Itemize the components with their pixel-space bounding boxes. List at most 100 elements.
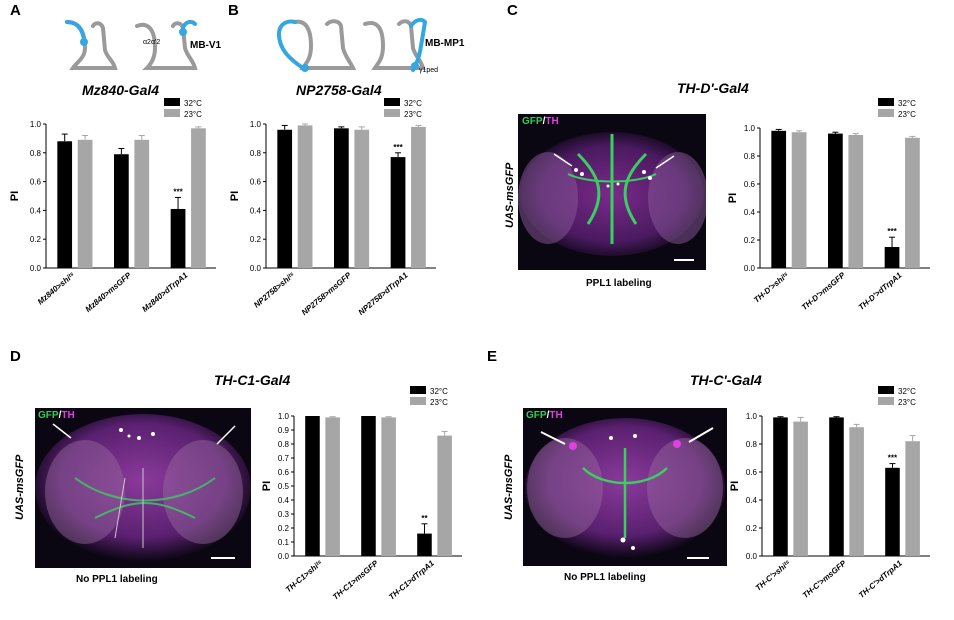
bar-a <box>57 141 73 268</box>
significance-label-c: *** <box>887 227 897 236</box>
y-tick-label-a: 0.6 <box>30 178 42 187</box>
x-tick-label-d: TH-C1>shiᵗˢ <box>284 558 325 594</box>
uas-label-d: UAS-msGFP <box>14 454 26 520</box>
x-tick-label-d: TH-C1>msGFP <box>331 558 380 601</box>
legend-swatch-c <box>878 109 894 117</box>
y-tick-label-d: 0.3 <box>278 510 290 519</box>
panel-letter-e: E <box>487 348 498 365</box>
y-tick-label-e: 1.0 <box>746 412 758 421</box>
y-tick-label-d: 0.6 <box>278 468 290 477</box>
y-tick-label-b: 1.0 <box>250 120 262 129</box>
stain-label-d: GFP/TH <box>38 410 75 421</box>
y-tick-label-e: 0.8 <box>746 440 758 449</box>
y-axis-label-a: PI <box>9 191 21 201</box>
bar-e <box>773 417 788 556</box>
x-tick-label-a: Mz840>shiᵗˢ <box>36 270 77 307</box>
x-tick-label-e: TH-C'>dTrpA1 <box>857 558 904 600</box>
bar-a <box>170 208 186 268</box>
legend-label-e: 23°C <box>898 398 916 407</box>
y-tick-label-a: 0.0 <box>30 264 42 273</box>
legend-swatch-b <box>384 98 400 106</box>
legend-label-c: 32°C <box>898 99 916 108</box>
stain-label-e: GFP/TH <box>526 410 563 421</box>
x-tick-label-b: NP2758>dTrpA1 <box>357 270 410 317</box>
y-tick-label-b: 0.6 <box>250 178 262 187</box>
schematic-a-label: MB-V1 <box>190 40 222 51</box>
y-tick-label-e: 0.0 <box>746 552 758 561</box>
legend-label-c: 23°C <box>898 110 916 119</box>
panel-letter-d: D <box>10 348 21 365</box>
legend-swatch-a <box>164 98 180 106</box>
schematic-b-sublabel: γ1ped <box>419 67 438 74</box>
title-a: Mz840-Gal4 <box>82 82 160 98</box>
legend-swatch-e <box>878 386 894 394</box>
bar-b <box>354 129 370 268</box>
micrograph-d <box>35 408 251 568</box>
y-tick-label-e: 0.6 <box>746 468 758 477</box>
legend-label-d: 32°C <box>430 387 448 396</box>
bar-chart-c: 0.0 0.2 0.4 0.6 0.8 1.0 PI TH-D'>shiᵗˢ TH-D'>msG… <box>727 98 930 312</box>
x-tick-label-a: Mz840>dTrpA1 <box>140 270 190 314</box>
bar-c <box>905 137 920 268</box>
y-tick-label-c: 0.2 <box>744 236 756 245</box>
y-tick-label-b: 0.2 <box>250 235 262 244</box>
y-tick-label-d: 0.0 <box>278 552 290 561</box>
bar-chart-a: 0.0 0.2 0.4 0.6 0.8 1.0 PI Mz840>shiᵗˢ Mz840>msG… <box>9 98 216 314</box>
x-tick-label-e: TH-C'>msGFP <box>801 558 848 600</box>
y-tick-label-d: 0.8 <box>278 440 290 449</box>
y-axis-label-b: PI <box>229 191 241 201</box>
bar-chart-b: 0.0 0.2 0.4 0.6 0.8 1.0 PI NP2758>shiᵗˢ NP2758>m… <box>229 98 436 317</box>
y-tick-label-c: 0.8 <box>744 152 756 161</box>
bar-e <box>885 467 900 556</box>
bar-c <box>771 130 787 268</box>
stain-sep-c: / <box>542 116 546 127</box>
legend-swatch-e <box>878 397 894 405</box>
y-tick-label-c: 0.4 <box>744 208 756 217</box>
bar-b <box>334 128 349 268</box>
stain-th-e: TH <box>549 410 563 421</box>
y-tick-label-a: 0.2 <box>30 235 42 244</box>
bar-c <box>848 135 864 268</box>
legend-label-e: 32°C <box>898 387 916 396</box>
bar-b <box>277 129 293 268</box>
micrograph-e <box>523 408 727 566</box>
stain-label-c: GFP/TH <box>522 116 559 127</box>
schematic-mb-mp1: MB-MP1 γ1ped <box>276 17 465 74</box>
stain-gfp-c: GFP <box>522 116 543 127</box>
y-tick-label-d: 0.5 <box>278 482 290 491</box>
legend-swatch-a <box>164 109 180 117</box>
caption-e: No PPL1 labeling <box>564 572 646 583</box>
y-tick-label-c: 0.6 <box>744 180 756 189</box>
legend-swatch-d <box>410 397 426 405</box>
title-b: NP2758-Gal4 <box>296 82 382 98</box>
caption-d: No PPL1 labeling <box>76 574 158 585</box>
legend-swatch-d <box>410 386 426 394</box>
y-tick-label-c: 1.0 <box>744 124 756 133</box>
legend-label-b: 23°C <box>404 110 422 119</box>
x-tick-label-c: TH-D'>shiᵗˢ <box>752 270 791 305</box>
bar-d <box>361 416 376 556</box>
y-axis-label-d: PI <box>261 481 273 491</box>
y-tick-label-e: 0.2 <box>746 524 758 533</box>
bar-c <box>828 133 843 268</box>
legend-label-b: 32°C <box>404 99 422 108</box>
bar-a <box>134 139 150 268</box>
bar-d <box>305 416 320 556</box>
bar-chart-d: 0.0 0.1 0.2 0.3 0.4 0.5 0.6 0.7 0.8 0.9 1.0 PI TH-C1… <box>261 386 462 602</box>
legend-label-d: 23°C <box>430 398 448 407</box>
legend-label-a: 23°C <box>184 110 202 119</box>
bar-chart-e: 0.0 0.2 0.4 0.6 0.8 1.0 PI TH-C'>shiᵗˢ TH-C'>msG… <box>729 386 930 600</box>
bar-b <box>411 126 426 268</box>
caption-c: PPL1 labeling <box>586 278 652 289</box>
bar-d <box>437 435 452 556</box>
y-tick-label-a: 1.0 <box>30 120 42 129</box>
y-tick-label-d: 0.1 <box>278 538 290 547</box>
y-tick-label-a: 0.8 <box>30 149 42 158</box>
uas-label-e: UAS-msGFP <box>503 454 515 520</box>
y-tick-label-b: 0.4 <box>250 206 262 215</box>
y-axis-label-c: PI <box>727 193 739 203</box>
bar-e <box>905 441 920 556</box>
bar-d <box>381 417 396 556</box>
schematic-b-label: MB-MP1 <box>425 38 465 49</box>
uas-label-c: UAS-msGFP <box>504 162 516 228</box>
